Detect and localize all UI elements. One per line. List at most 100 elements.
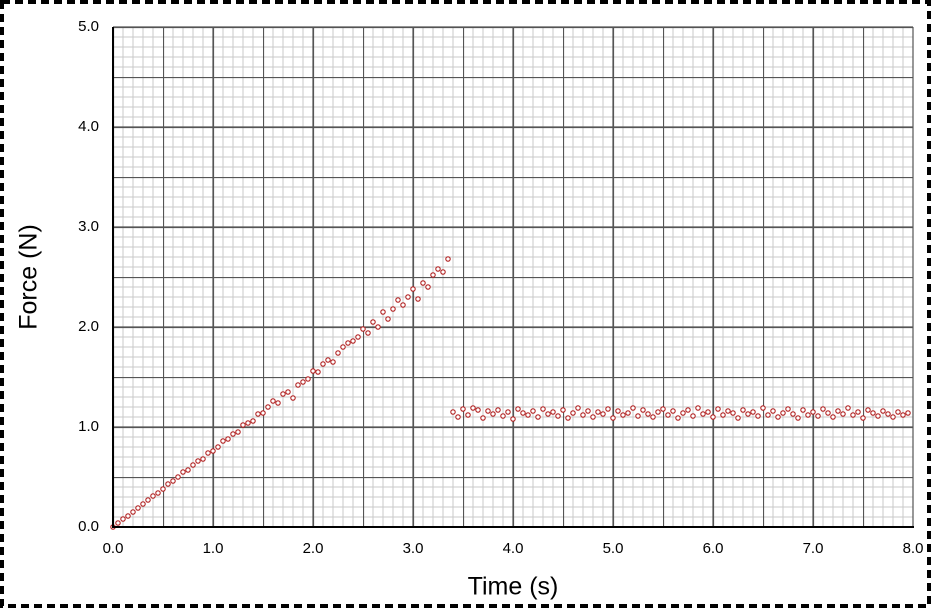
data-point [630,405,636,411]
data-point [285,389,291,395]
data-point [785,406,791,412]
data-point [410,286,416,292]
data-point [495,407,501,413]
y-tick-label: 2.0 [78,318,99,335]
data-point [880,408,886,414]
data-point [300,379,306,385]
data-point [750,409,756,415]
data-point [505,409,511,415]
data-point [535,414,541,420]
data-point [225,436,231,442]
data-point [735,415,741,421]
x-tick-label: 8.0 [903,540,924,557]
data-point [235,429,241,435]
data-point [170,478,176,484]
data-point [350,338,356,344]
data-point [450,409,456,415]
data-point [145,497,151,503]
data-point [500,413,506,419]
data-point [525,412,531,418]
data-point [370,319,376,325]
data-point [840,411,846,417]
data-point [740,407,746,413]
data-point [275,400,281,406]
data-point [670,408,676,414]
data-point [340,344,346,350]
x-tick-label: 1.0 [203,540,224,557]
data-point [390,306,396,312]
y-tick-label: 5.0 [78,18,99,35]
data-point [815,413,821,419]
y-axis-label: Force (N) [15,224,43,330]
data-point [430,272,436,278]
x-tick-label: 4.0 [503,540,524,557]
data-point [605,406,611,412]
data-point [850,412,856,418]
data-point [360,326,366,332]
y-tick-label: 4.0 [78,118,99,135]
data-point [640,407,646,413]
data-point [895,409,901,415]
data-point [270,398,276,404]
data-point [325,357,331,363]
data-point [250,418,256,424]
data-point [620,412,626,418]
data-point [460,406,466,412]
x-tick-label: 3.0 [403,540,424,557]
data-point [515,406,521,412]
data-point [440,269,446,275]
data-point [905,410,911,416]
data-point [280,391,286,397]
x-tick-label: 2.0 [303,540,324,557]
data-point [690,413,696,419]
data-point [230,431,236,437]
data-point [425,284,431,290]
data-point [215,444,221,450]
x-tick-label: 7.0 [803,540,824,557]
data-point [260,410,266,416]
data-point [575,405,581,411]
data-point [635,413,641,419]
data-point [600,411,606,417]
data-point [805,412,811,418]
data-point [205,450,211,456]
x-tick-label: 0.0 [103,540,124,557]
data-point [555,413,561,419]
data-point [420,280,426,286]
data-point [200,456,206,462]
data-point [665,412,671,418]
data-point [485,408,491,414]
data-point [405,294,411,300]
data-point [725,408,731,414]
data-point [845,405,851,411]
data-point [190,462,196,468]
data-point [380,309,386,315]
data-point [310,368,316,374]
data-point [830,414,836,420]
data-point [855,409,861,415]
data-point [770,408,776,414]
data-point [295,382,301,388]
data-point [510,416,516,422]
data-point [755,413,761,419]
data-point [255,411,261,417]
data-point [150,493,156,499]
data-point [810,409,816,415]
data-point [560,407,566,413]
data-point [355,334,361,340]
data-point [590,414,596,420]
data-point [660,406,666,412]
data-point [415,296,421,302]
data-point [890,414,896,420]
data-point [245,420,251,426]
data-point [780,410,786,416]
data-point [835,408,841,414]
data-point [710,414,716,420]
data-point [175,474,181,480]
data-point [135,505,141,511]
data-point [160,486,166,492]
data-point [195,458,201,464]
data-point [545,411,551,417]
data-point [320,361,326,367]
